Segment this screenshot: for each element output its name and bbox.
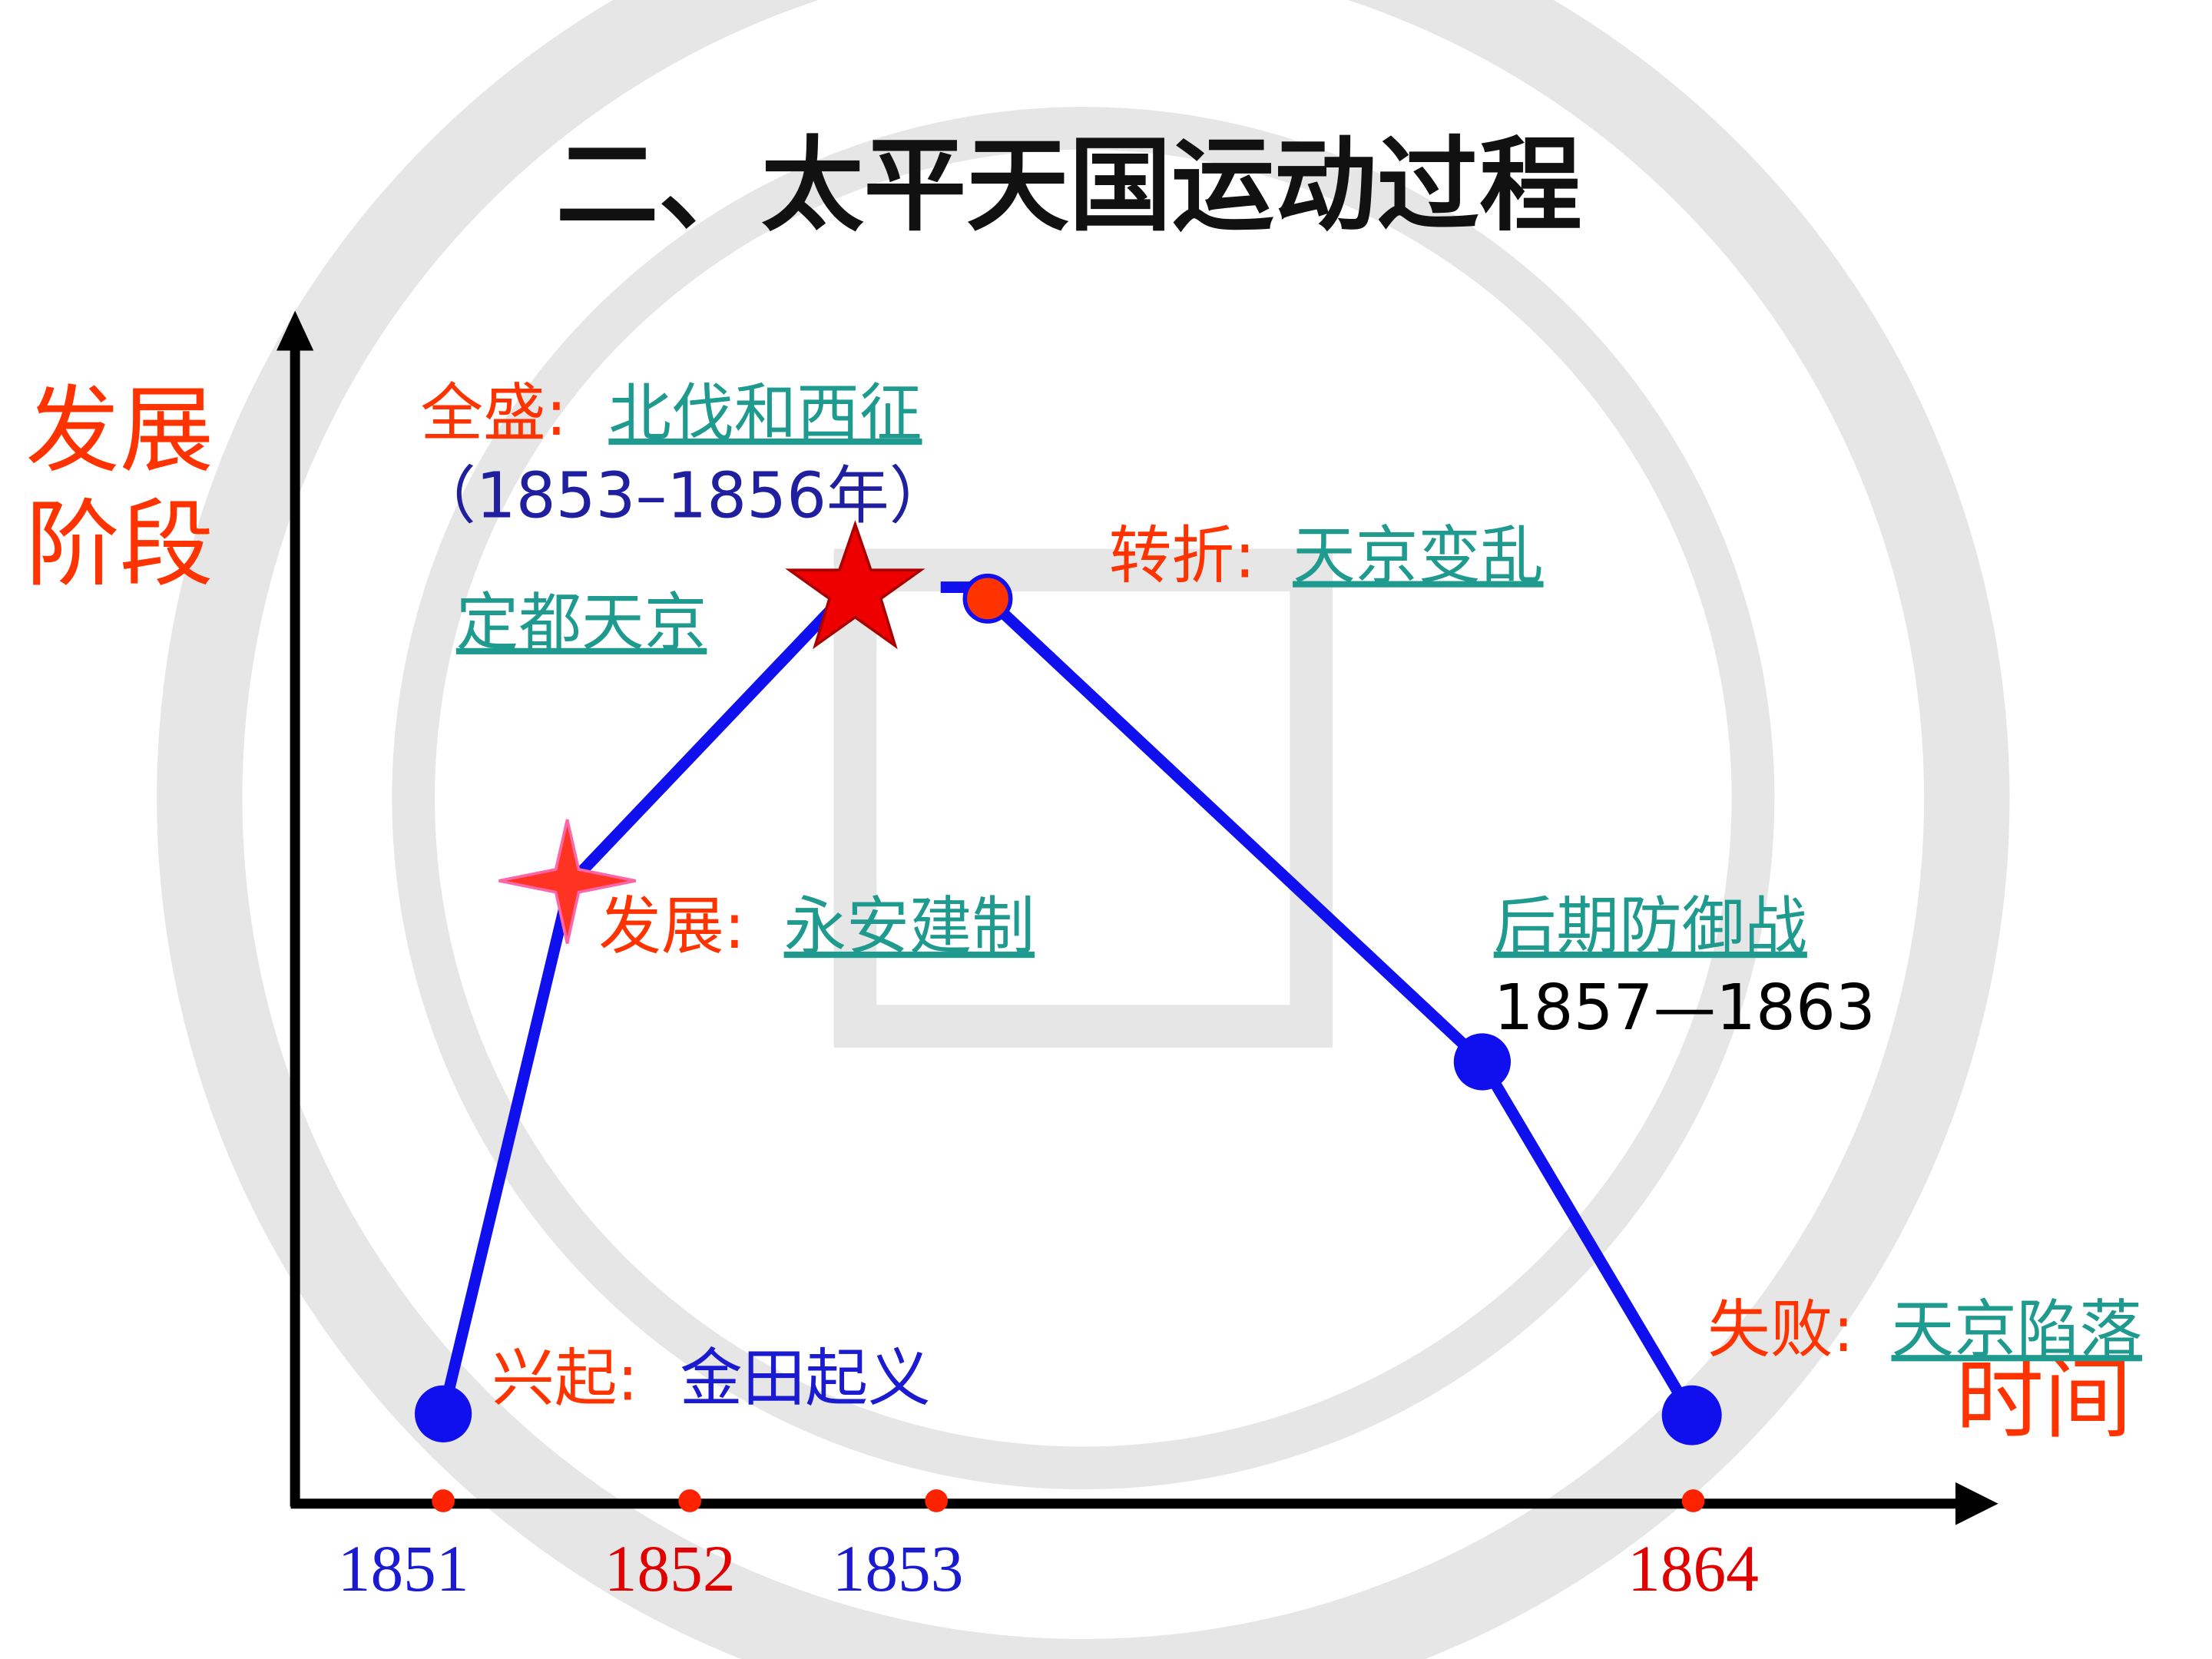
stage-period: （1853–1856年） <box>413 460 952 533</box>
stage-event[interactable]: 天京变乱 <box>1293 520 1544 593</box>
star-5 <box>785 520 926 650</box>
year-ticks <box>432 1489 1705 1512</box>
point <box>1453 1033 1512 1091</box>
stage-period: 1857—1863 <box>1494 972 1876 1045</box>
background-coin <box>157 0 2010 1659</box>
stage-label: 发展: <box>598 890 745 963</box>
stage-label: 转折: <box>1109 520 1256 593</box>
stage-event: 金田起义 <box>680 1342 931 1415</box>
stage-event[interactable]: 永安建制 <box>784 890 1035 963</box>
year-label: 1851 <box>338 1533 469 1605</box>
x-axis-label: 时间 <box>1955 1348 2132 1451</box>
stage-label: 兴起: <box>492 1342 638 1415</box>
stage-event[interactable]: 北伐和西征 <box>608 377 922 450</box>
y-axis-label: 发展 <box>25 376 214 485</box>
year-label: 1864 <box>1628 1533 1759 1605</box>
stage-event[interactable]: 天京陷落 <box>1891 1293 2142 1366</box>
point <box>962 573 1013 624</box>
y-axis-label: 阶段 <box>25 490 214 600</box>
point <box>415 1385 472 1442</box>
stage-label: 失败: <box>1707 1293 1854 1366</box>
stage-event[interactable]: 定都天京 <box>456 587 707 660</box>
star-4 <box>498 819 636 944</box>
year-label: 1853 <box>833 1533 964 1605</box>
stage-label: 全盛: <box>420 377 567 450</box>
year-label: 1852 <box>604 1533 736 1605</box>
stage-event[interactable]: 后期防御战 <box>1494 890 1807 963</box>
point <box>1661 1385 1722 1445</box>
title: 二、太平天国运动过程 <box>556 126 1582 246</box>
